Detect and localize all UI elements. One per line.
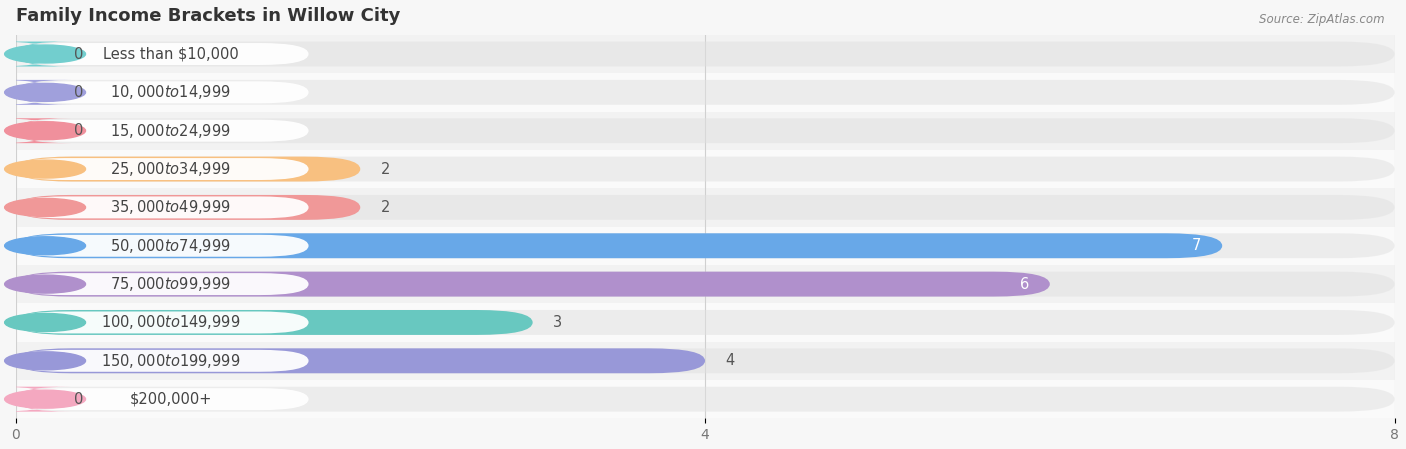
Text: $25,000 to $34,999: $25,000 to $34,999: [110, 160, 231, 178]
Text: 7: 7: [1192, 238, 1202, 253]
Bar: [15, 380, 1395, 418]
Text: 0: 0: [75, 392, 83, 407]
Circle shape: [4, 390, 86, 408]
FancyBboxPatch shape: [15, 195, 360, 220]
Circle shape: [4, 45, 86, 63]
FancyBboxPatch shape: [15, 158, 308, 180]
Text: $100,000 to $149,999: $100,000 to $149,999: [101, 313, 240, 331]
Circle shape: [4, 122, 86, 140]
FancyBboxPatch shape: [15, 197, 308, 218]
Text: Less than $10,000: Less than $10,000: [103, 47, 239, 62]
Bar: [15, 73, 1395, 111]
FancyBboxPatch shape: [15, 388, 308, 410]
Text: 6: 6: [1019, 277, 1029, 291]
Bar: [15, 342, 1395, 380]
Bar: [15, 35, 1395, 73]
FancyBboxPatch shape: [15, 272, 1050, 297]
Text: $50,000 to $74,999: $50,000 to $74,999: [110, 237, 231, 255]
FancyBboxPatch shape: [15, 348, 704, 373]
Bar: [15, 188, 1395, 227]
Circle shape: [4, 160, 86, 178]
FancyBboxPatch shape: [0, 387, 72, 412]
Text: 2: 2: [381, 200, 391, 215]
Bar: [15, 150, 1395, 188]
Text: 3: 3: [554, 315, 562, 330]
Circle shape: [4, 352, 86, 370]
FancyBboxPatch shape: [15, 43, 308, 65]
Text: 0: 0: [75, 47, 83, 62]
Circle shape: [4, 198, 86, 216]
FancyBboxPatch shape: [0, 42, 72, 66]
FancyBboxPatch shape: [15, 233, 1222, 258]
Text: $150,000 to $199,999: $150,000 to $199,999: [101, 352, 240, 370]
FancyBboxPatch shape: [15, 157, 360, 181]
FancyBboxPatch shape: [15, 312, 308, 334]
FancyBboxPatch shape: [15, 310, 533, 335]
Text: $10,000 to $14,999: $10,000 to $14,999: [110, 84, 231, 101]
Text: $75,000 to $99,999: $75,000 to $99,999: [110, 275, 231, 293]
Bar: [15, 227, 1395, 265]
FancyBboxPatch shape: [15, 120, 308, 142]
Text: $35,000 to $49,999: $35,000 to $49,999: [110, 198, 231, 216]
FancyBboxPatch shape: [15, 387, 1395, 412]
FancyBboxPatch shape: [15, 350, 308, 372]
FancyBboxPatch shape: [15, 81, 308, 103]
Text: 0: 0: [75, 123, 83, 138]
FancyBboxPatch shape: [15, 310, 1395, 335]
FancyBboxPatch shape: [15, 118, 1395, 143]
Circle shape: [4, 84, 86, 101]
FancyBboxPatch shape: [15, 157, 1395, 181]
Text: 2: 2: [381, 162, 391, 176]
FancyBboxPatch shape: [15, 195, 1395, 220]
Circle shape: [4, 237, 86, 255]
FancyBboxPatch shape: [0, 118, 72, 143]
Bar: [15, 111, 1395, 150]
FancyBboxPatch shape: [15, 233, 1395, 258]
FancyBboxPatch shape: [0, 80, 72, 105]
Circle shape: [4, 313, 86, 331]
Text: $200,000+: $200,000+: [129, 392, 212, 407]
Text: Source: ZipAtlas.com: Source: ZipAtlas.com: [1260, 13, 1385, 26]
Bar: [15, 303, 1395, 342]
Text: 4: 4: [725, 353, 735, 368]
FancyBboxPatch shape: [15, 272, 1395, 297]
Text: 0: 0: [75, 85, 83, 100]
FancyBboxPatch shape: [15, 235, 308, 257]
Text: $15,000 to $24,999: $15,000 to $24,999: [110, 122, 231, 140]
Circle shape: [4, 275, 86, 293]
FancyBboxPatch shape: [15, 273, 308, 295]
Bar: [15, 265, 1395, 303]
FancyBboxPatch shape: [15, 42, 1395, 66]
FancyBboxPatch shape: [15, 348, 1395, 373]
Text: Family Income Brackets in Willow City: Family Income Brackets in Willow City: [15, 7, 399, 25]
FancyBboxPatch shape: [15, 80, 1395, 105]
